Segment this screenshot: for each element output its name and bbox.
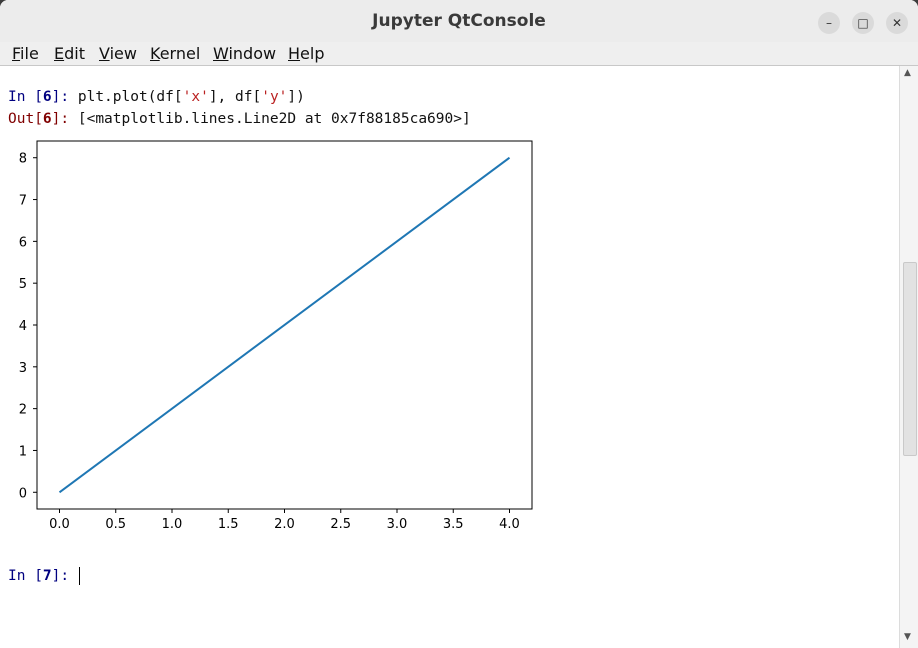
out-prompt-number: 6 <box>42 111 52 127</box>
code-string: 'y' <box>261 89 288 105</box>
x-tick-label: 1.0 <box>162 517 183 532</box>
y-tick-label: 6 <box>19 235 27 250</box>
x-tick-label: 3.0 <box>387 517 408 532</box>
title-bar[interactable]: Jupyter QtConsole – □ ✕ <box>0 0 918 43</box>
menu-window-rest: indow <box>228 44 277 63</box>
code-fragment: ]) <box>287 89 305 105</box>
out-prompt-suffix: ]: <box>51 111 78 127</box>
x-tick-label: 0.0 <box>49 517 70 532</box>
scroll-down-icon[interactable]: ▼ <box>904 632 911 642</box>
menu-kernel-mnemonic: K <box>150 44 160 63</box>
menu-window[interactable]: Window <box>213 44 276 63</box>
x-tick-label: 4.0 <box>499 517 520 532</box>
menu-file-rest: ile <box>20 44 39 63</box>
menu-file-mnemonic: F <box>12 44 21 63</box>
input-line-7[interactable]: In [7]: <box>8 568 78 584</box>
x-tick-label: 1.5 <box>218 517 239 532</box>
menu-view-mnemonic: V <box>99 44 110 63</box>
in-prompt-number: 7 <box>42 568 52 584</box>
x-tick-label: 0.5 <box>105 517 126 532</box>
y-tick-label: 1 <box>19 444 27 459</box>
menu-kernel[interactable]: Kernel <box>150 44 200 63</box>
output-text: [<matplotlib.lines.Line2D at 0x7f88185ca… <box>77 111 471 127</box>
code-string: 'x' <box>182 89 209 105</box>
minimize-icon: – <box>826 16 832 30</box>
menu-kernel-rest: ernel <box>159 44 201 63</box>
vertical-scrollbar[interactable]: ▲ ▼ <box>899 66 918 648</box>
window-title: Jupyter QtConsole <box>372 11 546 31</box>
y-tick-label: 2 <box>19 403 27 418</box>
text-cursor <box>79 567 80 585</box>
y-tick-label: 3 <box>19 361 27 376</box>
y-tick-label: 8 <box>19 152 27 167</box>
menu-help-mnemonic: H <box>288 44 301 63</box>
menu-window-mnemonic: W <box>213 44 229 63</box>
menu-file[interactable]: File <box>12 44 39 63</box>
scrollbar-thumb[interactable] <box>903 262 917 456</box>
close-icon: ✕ <box>891 16 903 30</box>
close-button[interactable]: ✕ <box>886 12 908 34</box>
maximize-button[interactable]: □ <box>852 12 874 34</box>
menu-edit-mnemonic: E <box>54 44 65 63</box>
x-tick-label: 2.0 <box>274 517 295 532</box>
out-prompt-6: Out[6]: <box>8 111 78 127</box>
output-line-6: Out[6]: [<matplotlib.lines.Line2D at 0x7… <box>8 111 471 127</box>
in-prompt-label: In [ <box>8 89 43 105</box>
in-prompt-number: 6 <box>42 89 52 105</box>
y-tick-label: 7 <box>19 194 27 209</box>
y-tick-label: 4 <box>19 319 27 334</box>
code-fragment: plt.plot(df[ <box>77 89 183 105</box>
scroll-up-icon[interactable]: ▲ <box>904 68 911 78</box>
in-prompt-7: In [7]: <box>8 568 78 584</box>
menu-view[interactable]: View <box>99 44 137 63</box>
x-tick-label: 2.5 <box>330 517 351 532</box>
in-prompt-label: In [ <box>8 568 43 584</box>
in-prompt-suffix: ]: <box>51 89 78 105</box>
menu-edit[interactable]: Edit <box>54 44 85 63</box>
input-line-6: In [6]: plt.plot(df['x'], df['y']) <box>8 89 305 105</box>
in-prompt-suffix: ]: <box>51 568 78 584</box>
maximize-icon: □ <box>857 16 869 30</box>
series-line <box>58 156 511 494</box>
y-tick-label: 0 <box>19 486 27 501</box>
in-prompt-6: In [6]: <box>8 89 78 105</box>
menu-bar: File Edit View Kernel Window Help <box>0 42 918 66</box>
out-prompt-label: Out[ <box>8 111 43 127</box>
x-tick-label: 3.5 <box>443 517 464 532</box>
menu-help[interactable]: Help <box>288 44 324 63</box>
code-fragment: ], df[ <box>208 89 262 105</box>
y-tick-label: 5 <box>19 277 27 292</box>
minimize-button[interactable]: – <box>818 12 840 34</box>
menu-edit-rest: dit <box>64 44 85 63</box>
line-plot: 0.0 0.5 1.0 1.5 2.0 2.5 3.0 3.5 4.0 0 1 2 3 4 5 6 7 8 <box>19 140 533 532</box>
menu-view-rest: iew <box>109 44 137 63</box>
menu-help-rest: elp <box>300 44 325 63</box>
